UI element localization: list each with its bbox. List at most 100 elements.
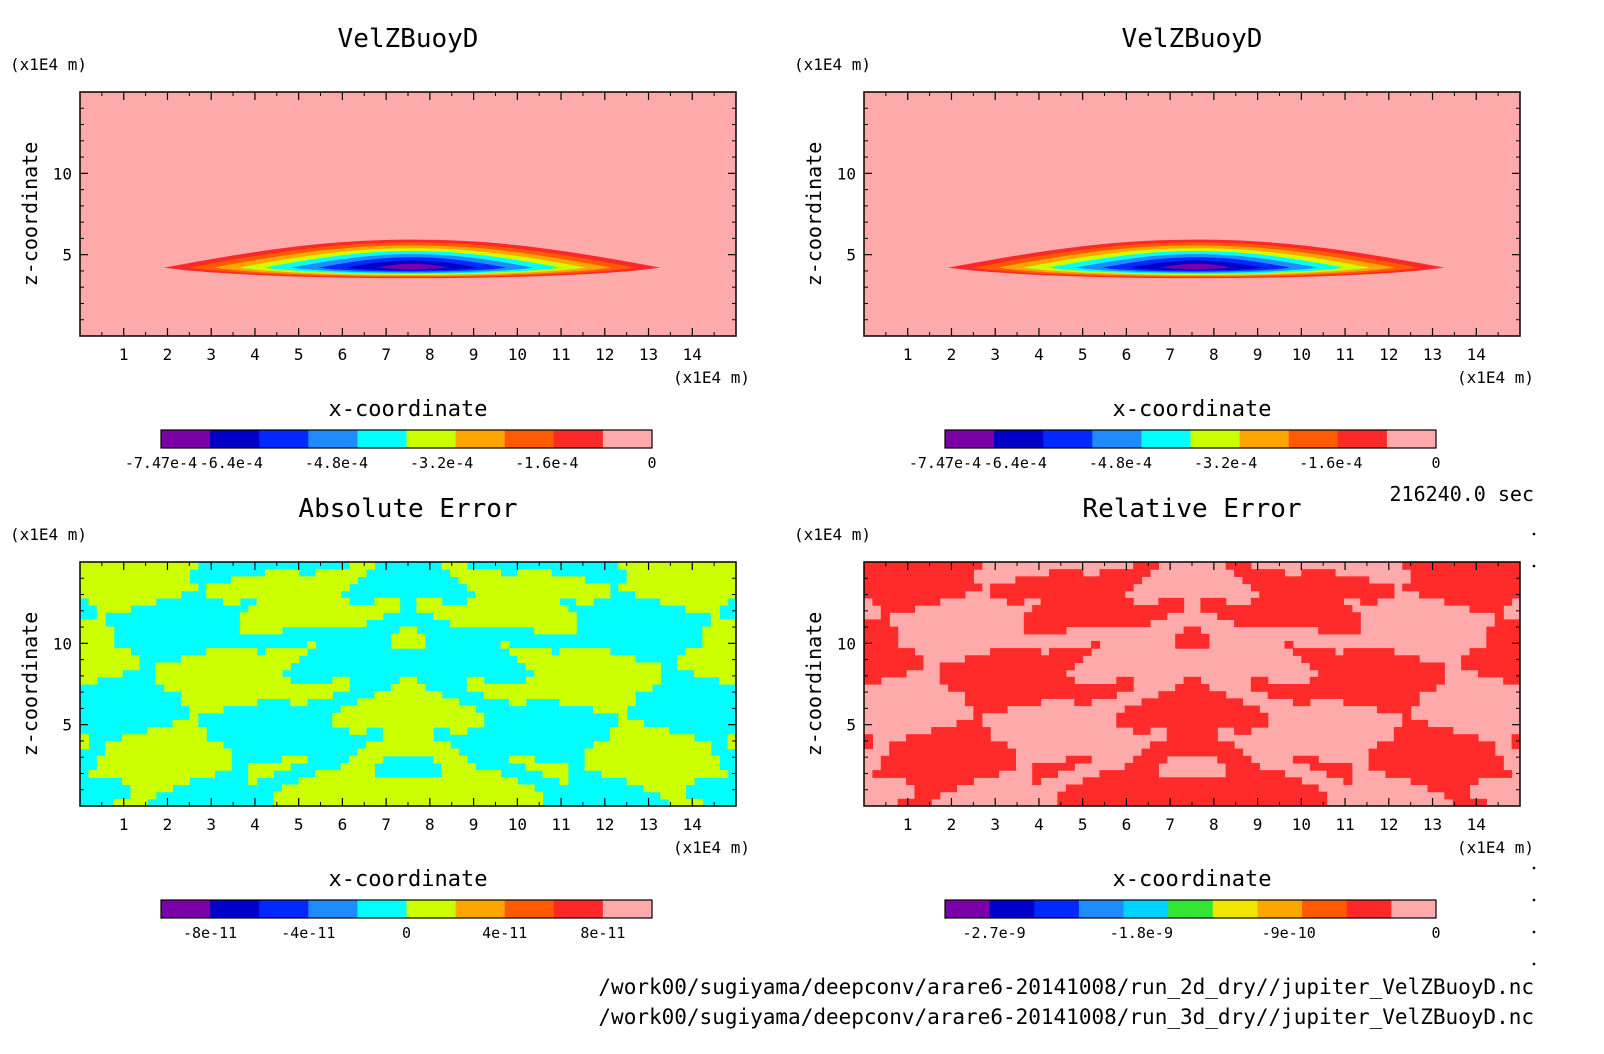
contour-cell (231, 691, 241, 699)
contour-cell (559, 590, 569, 599)
margin-dot (1532, 866, 1536, 870)
x-tick-label: 5 (294, 815, 304, 834)
contour-cell (914, 583, 924, 592)
contour-cell (525, 755, 535, 764)
contour-cell (1183, 777, 1193, 786)
contour-cell (1141, 770, 1151, 778)
contour-cell (332, 569, 342, 577)
x-tick-label: 13 (1423, 345, 1442, 364)
contour-cell (1116, 719, 1126, 728)
contour-cell (206, 748, 216, 757)
contour-cell (1032, 626, 1042, 635)
contour-cell (517, 569, 527, 577)
contour-cell (880, 590, 890, 599)
contour-cell (80, 662, 90, 671)
contour-cell (1334, 676, 1344, 685)
contour-cell (550, 684, 560, 692)
contour-cell (1393, 662, 1403, 671)
contour-cell (1217, 748, 1227, 757)
contour-cell (618, 712, 628, 721)
contour-cell (593, 748, 603, 757)
colorbar-swatch (1346, 900, 1392, 918)
contour-cell (626, 748, 636, 757)
contour-cell (1469, 569, 1479, 577)
contour-cell (1276, 590, 1286, 599)
contour-cell (1444, 734, 1454, 743)
contour-cell (500, 684, 510, 692)
contour-cell (990, 691, 1000, 699)
contour-cell (897, 590, 907, 599)
contour-cell (273, 791, 283, 800)
contour-cell (693, 762, 703, 771)
contour-cell (239, 669, 249, 678)
contour-cell (265, 612, 275, 621)
contour-cell (922, 597, 932, 606)
contour-cell (906, 576, 916, 585)
contour-cell (290, 648, 300, 656)
contour-cell (1183, 633, 1193, 642)
contour-cell (1377, 648, 1387, 656)
contour-cell (1351, 583, 1361, 592)
contour-cell (1006, 755, 1016, 764)
colorbar-swatch (308, 430, 358, 448)
contour-cell (298, 777, 308, 786)
contour-cell (990, 684, 1000, 692)
contour-cell (1208, 734, 1218, 743)
x-unit-label: (x1E4 m) (1457, 838, 1534, 857)
colorbar-tick-label: -1.6e-4 (515, 454, 578, 472)
contour-cell (593, 669, 603, 678)
contour-cell (593, 698, 603, 707)
contour-cell (441, 705, 451, 714)
contour-cell (660, 562, 670, 570)
contour-cell (559, 777, 569, 786)
contour-cell (1503, 770, 1513, 778)
contour-cell (1427, 576, 1437, 585)
contour-cell (1124, 619, 1134, 628)
contour-cell (973, 734, 983, 743)
contour-cell (1175, 705, 1185, 714)
contour-cell (710, 583, 720, 592)
contour-cell (1301, 684, 1311, 692)
contour-cell (147, 762, 157, 771)
contour-cell (601, 748, 611, 757)
contour-cell (265, 648, 275, 656)
contour-cell (281, 684, 291, 692)
contour-cell (1309, 590, 1319, 599)
contour-cell (906, 762, 916, 771)
contour-cell (609, 669, 619, 678)
contour-cell (206, 705, 216, 714)
contour-cell (1032, 777, 1042, 786)
contour-cell (626, 655, 636, 664)
contour-cell (922, 748, 932, 757)
contour-cell (441, 777, 451, 786)
contour-cell (231, 576, 241, 585)
contour-cell (914, 741, 924, 750)
contour-cell (864, 648, 874, 656)
contour-cell (1503, 619, 1513, 628)
contour-cell (872, 590, 882, 599)
contour-cell (80, 619, 90, 628)
contour-cell (948, 569, 958, 577)
contour-cell (172, 727, 182, 735)
contour-cell (609, 762, 619, 771)
contour-cell (525, 791, 535, 800)
contour-cell (1368, 590, 1378, 599)
contour-cell (96, 576, 106, 585)
contour-cell (1049, 605, 1059, 613)
contour-cell (1091, 691, 1101, 699)
contour-cell (1091, 576, 1101, 585)
contour-cell (1250, 676, 1260, 685)
contour-cell (180, 676, 190, 685)
contour-cell (948, 662, 958, 671)
contour-cell (458, 705, 468, 714)
contour-cell (1074, 583, 1084, 592)
contour-cell (710, 569, 720, 577)
contour-cell (197, 684, 207, 692)
contour-cell (450, 755, 460, 764)
contour-cell (248, 619, 258, 628)
contour-cell (391, 705, 401, 714)
contour-cell (298, 684, 308, 692)
contour-cell (1419, 727, 1429, 735)
contour-cell (1452, 590, 1462, 599)
contour-cell (1242, 576, 1252, 585)
